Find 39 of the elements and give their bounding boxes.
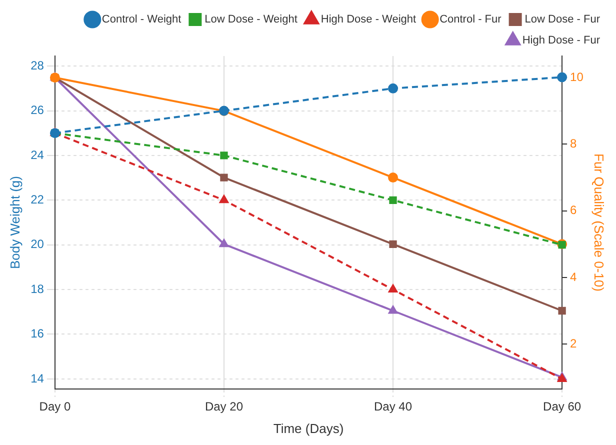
y-tick-label: 24 <box>30 148 44 162</box>
y-tick-label: 14 <box>30 371 44 386</box>
point <box>388 306 398 314</box>
y-tick-label: 20 <box>30 237 44 252</box>
point <box>220 195 228 204</box>
point <box>388 83 398 94</box>
point <box>388 284 398 293</box>
y-axis-title: Body Weight (g) <box>7 176 22 269</box>
point <box>389 240 397 248</box>
y2-tick-label: 4 <box>570 270 578 284</box>
y-tick-label: 16 <box>30 326 44 341</box>
legend-label: Low Dose - Fur <box>524 14 600 26</box>
x-tick-label: Day 40 <box>374 400 412 414</box>
x-tick-label: Day 60 <box>543 400 582 414</box>
legend-label: High Dose - Weight <box>320 14 416 26</box>
legend-label: Low Dose - Weight <box>204 14 298 26</box>
y-tick-label: 28 <box>30 58 44 72</box>
x-tick-label: Day 0 <box>39 400 71 414</box>
legend-label: Control - Fur <box>440 14 502 26</box>
y2-axis-title: Fur Quality (Scale 0-10) <box>592 154 607 292</box>
point <box>558 306 566 315</box>
legend-label: Control - Weight <box>102 14 182 26</box>
point <box>220 152 228 160</box>
y2-tick-label: 8 <box>570 136 578 151</box>
point <box>557 72 568 82</box>
point <box>389 196 397 204</box>
x-tick-label: Day 20 <box>204 400 244 414</box>
legend-label: High Dose - Fur <box>522 34 600 47</box>
y2-tick-label: 2 <box>570 336 578 350</box>
y2-tick-label: 10 <box>570 70 584 84</box>
point <box>388 172 398 183</box>
point <box>558 374 567 382</box>
y2-tick-label: 6 <box>570 203 578 218</box>
y-tick-label: 26 <box>30 103 44 118</box>
y-tick-label: 18 <box>30 282 44 296</box>
x-axis-title: Time (Days) <box>273 420 344 436</box>
y-tick-label: 22 <box>30 192 44 206</box>
point <box>220 174 228 182</box>
point <box>220 239 228 248</box>
